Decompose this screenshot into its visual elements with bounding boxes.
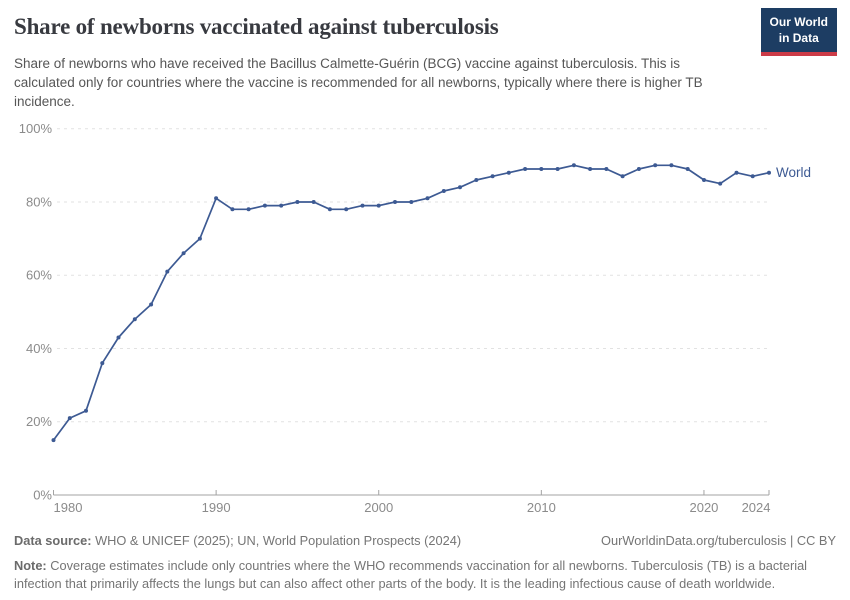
data-point [360, 203, 365, 208]
data-point [474, 178, 479, 182]
y-axis-tick-label: 20% [26, 414, 52, 429]
data-point [767, 170, 771, 175]
series-label-world: World [776, 165, 811, 180]
y-axis-tick-label: 40% [26, 341, 52, 356]
data-point [149, 302, 154, 307]
data-point [653, 163, 658, 168]
x-axis-tick-label: 2020 [689, 500, 718, 515]
chart-footer: Data source: WHO & UNICEF (2025); UN, Wo… [14, 532, 836, 593]
data-point [67, 416, 72, 421]
data-point [702, 178, 706, 182]
data-point [490, 174, 495, 179]
data-point [197, 236, 202, 241]
x-axis-tick-label: 2000 [364, 500, 393, 515]
data-point [230, 207, 235, 212]
credit-link[interactable]: OurWorldinData.org/tuberculosis | CC BY [601, 533, 836, 548]
data-point [750, 174, 755, 179]
data-point [718, 181, 723, 186]
y-axis-tick-label: 0% [33, 488, 52, 503]
y-axis-tick-label: 80% [26, 194, 52, 209]
data-source-text: WHO & UNICEF (2025); UN, World Populatio… [91, 533, 462, 548]
data-point [555, 167, 560, 171]
data-point [571, 163, 576, 168]
data-point [669, 163, 674, 168]
owid-logo-line1: Our World [769, 15, 828, 29]
data-point [311, 200, 316, 204]
x-axis-tick-label: 2024 [742, 500, 771, 515]
world-series-line [52, 164, 770, 441]
data-point [588, 167, 593, 171]
data-point [506, 170, 511, 175]
data-point [620, 174, 625, 179]
data-point [262, 203, 267, 208]
data-point [84, 408, 88, 413]
data-point [458, 185, 462, 190]
data-point [539, 167, 544, 171]
y-axis-tick-label: 100% [19, 121, 53, 136]
footnote-text: Coverage estimates include only countrie… [14, 557, 808, 591]
data-point [214, 196, 219, 201]
data-point [116, 335, 121, 340]
data-point [344, 207, 349, 212]
owid-logo: Our World in Data [760, 8, 837, 57]
chart-subtitle: Share of newborns who have received the … [14, 56, 703, 110]
data-source-label: Data source: [14, 533, 92, 548]
data-point [685, 167, 690, 171]
data-point [246, 207, 251, 212]
x-axis-tick-label: 1980 [54, 500, 83, 515]
data-point [523, 167, 528, 171]
data-point [132, 317, 137, 322]
data-point [734, 170, 739, 175]
footnote-label: Note: [14, 557, 47, 573]
x-axis-tick-label: 2010 [527, 500, 556, 515]
data-point [181, 251, 186, 256]
page-title: Share of newborns vaccinated against tub… [14, 14, 499, 39]
data-point [425, 196, 430, 201]
data-point [604, 167, 609, 171]
data-point [441, 189, 446, 193]
data-point [165, 269, 170, 274]
y-axis-tick-label: 60% [26, 268, 52, 283]
data-source: Data source: WHO & UNICEF (2025); UN, Wo… [14, 532, 461, 550]
data-point [295, 200, 300, 204]
data-point [376, 203, 381, 208]
footnote: Note: Coverage estimates include only co… [14, 557, 836, 593]
data-point [409, 200, 414, 204]
data-point [327, 207, 332, 212]
x-axis-tick-label: 1990 [202, 500, 231, 515]
data-point [51, 438, 56, 443]
data-point [393, 200, 397, 204]
data-point [279, 203, 284, 208]
data-point [636, 167, 641, 171]
data-point [100, 361, 105, 366]
owid-logo-line2: in Data [778, 30, 819, 45]
